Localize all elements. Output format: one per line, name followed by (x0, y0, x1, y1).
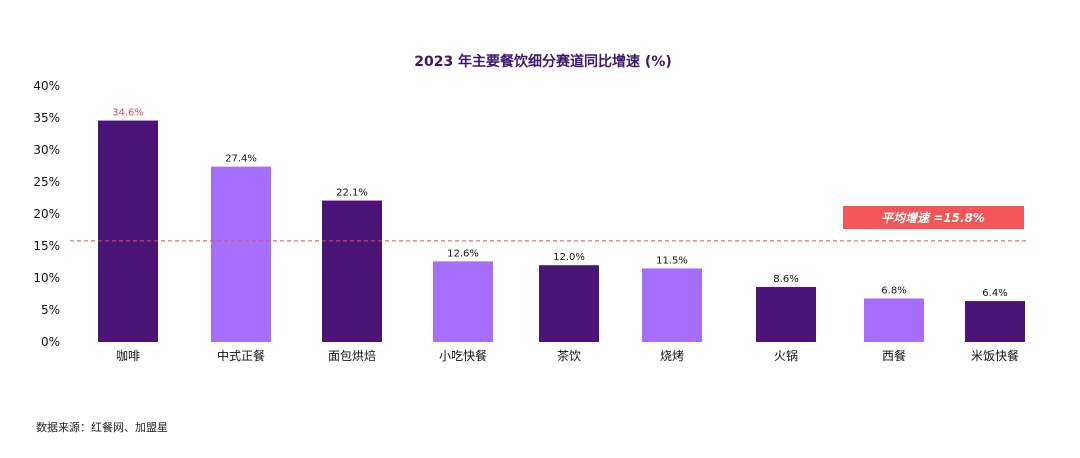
x-tick-label: 中式正餐 (217, 348, 265, 363)
y-tick-label: 30% (33, 143, 60, 157)
bar (211, 166, 271, 342)
data-source-note: 数据来源：红餐网、加盟星 (36, 421, 168, 434)
bar-value-label: 6.8% (881, 285, 906, 296)
bar-value-label: 12.0% (553, 252, 585, 263)
x-axis: 咖啡 中式正餐 面包烘焙 小吃快餐 茶饮 烧烤 火锅 西餐 米饭快餐 (116, 348, 1019, 363)
bar-value-label: 12.6% (447, 248, 479, 259)
bar (539, 265, 599, 342)
x-tick-label: 面包烘焙 (328, 348, 376, 363)
bar-value-label: 6.4% (982, 288, 1007, 299)
chart-title: 2023 年主要餐饮细分赛道同比增速 (%) (414, 53, 672, 70)
average-label-box (843, 206, 1024, 229)
bar (322, 200, 382, 342)
x-tick-label: 烧烤 (660, 348, 684, 363)
y-tick-label: 10% (33, 271, 60, 285)
y-tick-label: 15% (33, 239, 60, 253)
y-tick-label: 5% (41, 303, 60, 317)
bar (965, 301, 1025, 342)
x-tick-label: 米饭快餐 (971, 348, 1019, 363)
bar-value-label: 34.6% (112, 108, 144, 119)
y-tick-label: 25% (33, 175, 60, 189)
bar (98, 120, 158, 342)
y-tick-label: 40% (33, 79, 60, 93)
bar (433, 261, 493, 342)
x-tick-label: 咖啡 (116, 348, 140, 363)
bar-value-label: 11.5% (656, 255, 688, 266)
bar-value-label: 8.6% (773, 274, 798, 285)
x-tick-label: 茶饮 (557, 348, 581, 363)
value-labels: 34.6% 27.4% 22.1% 12.6% 12.0% 11.5% 8.6% 6.8% 6.… (112, 108, 1008, 299)
average-label: 平均增速 =15.8% (881, 211, 985, 225)
bars (98, 120, 1025, 342)
bar (864, 298, 924, 342)
y-axis: 0% 5% 10% 15% 20% 25% 30% 35% 40% (33, 79, 60, 349)
x-tick-label: 西餐 (882, 348, 906, 363)
x-tick-label: 火锅 (774, 348, 798, 363)
y-tick-label: 35% (33, 111, 60, 125)
bar (642, 268, 702, 342)
bar-value-label: 27.4% (225, 154, 257, 165)
y-tick-label: 0% (41, 335, 60, 349)
y-tick-label: 20% (33, 207, 60, 221)
x-tick-label: 小吃快餐 (439, 348, 487, 363)
bar (756, 286, 816, 342)
bar-value-label: 22.1% (336, 188, 368, 199)
